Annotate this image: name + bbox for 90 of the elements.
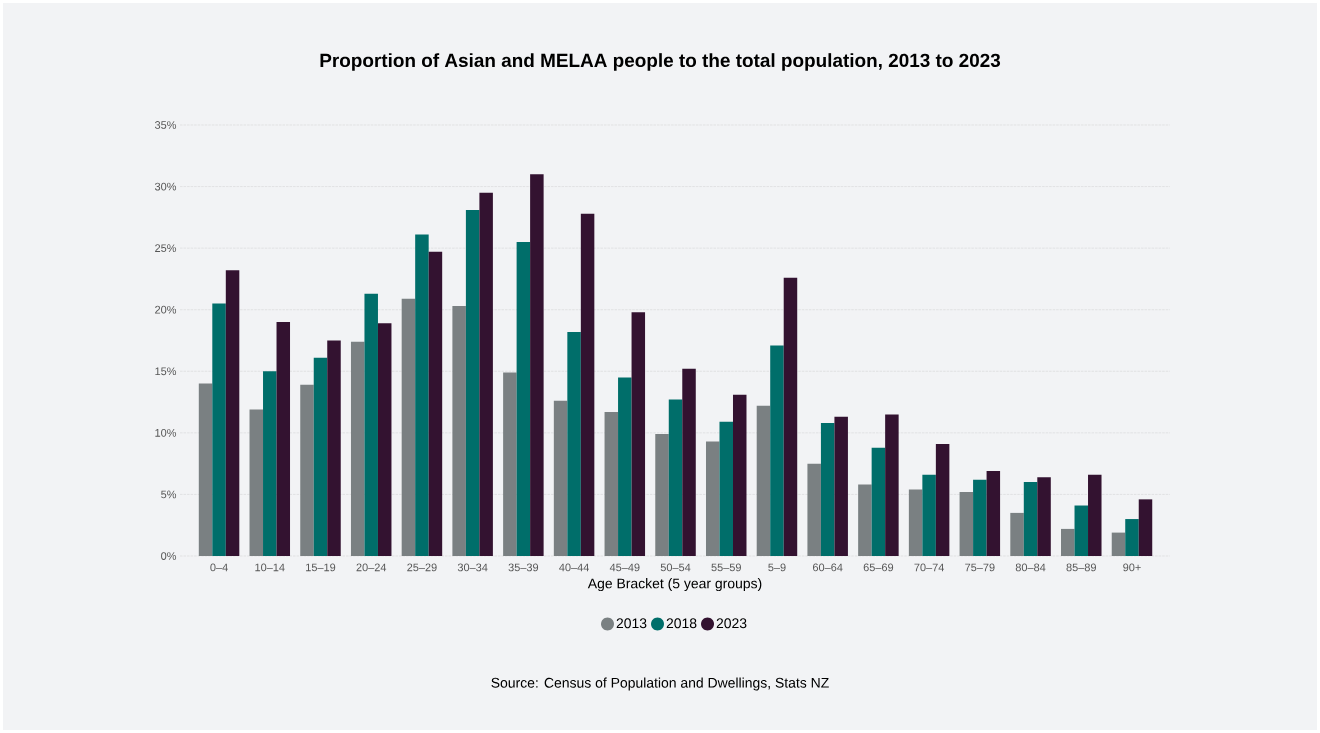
bar [1010, 512, 1024, 556]
x-tick-label: 75–79 [965, 563, 995, 572]
y-tick-label: 30% [154, 182, 177, 191]
bar [705, 441, 720, 556]
bar [1061, 528, 1075, 556]
x-tick-label: 45–49 [609, 563, 640, 572]
x-tick-label: 65–69 [863, 563, 894, 572]
bar [1088, 474, 1102, 556]
bar [428, 251, 443, 556]
legend-label: 2013 [616, 618, 647, 629]
x-tick-label: 5–9 [768, 563, 786, 572]
bar [415, 234, 429, 556]
x-tick-label: 20–24 [356, 563, 387, 572]
bar [553, 400, 568, 556]
bar [327, 340, 341, 556]
bar [604, 411, 619, 556]
x-tick-label: 90+ [1123, 563, 1141, 572]
source-note: Source: Census of Population and Dwellings, Stats NZ [491, 677, 829, 691]
x-tick-label: 60–64 [813, 563, 843, 572]
bar [350, 341, 365, 556]
bar [300, 384, 314, 556]
bar [1138, 499, 1153, 556]
bar [212, 303, 226, 556]
bar [313, 357, 328, 556]
x-tick-label: 80–84 [1015, 563, 1046, 572]
x-tick-label: 30–34 [457, 563, 488, 572]
bar [631, 312, 646, 556]
bar [908, 489, 923, 556]
x-tick-label: 35–39 [508, 563, 539, 572]
y-tick-label: 5% [161, 490, 177, 499]
y-tick-label: 10% [155, 428, 177, 437]
x-tick-label: 15–19 [306, 563, 336, 572]
bar [871, 447, 886, 556]
x-tick-label: 25–29 [407, 563, 437, 572]
bar [377, 323, 392, 556]
y-tick-label: 0% [161, 552, 177, 560]
y-tick-label: 35% [154, 121, 177, 129]
x-axis-title: Age Bracket (5 year groups) [587, 578, 762, 592]
bar [1037, 477, 1051, 556]
chart-title: Proportion of Asian and MELAA people to the total population, 2013 to 2023 [320, 53, 1001, 71]
bar [580, 213, 595, 556]
x-tick-label: 0–4 [210, 563, 228, 572]
bar [973, 479, 987, 556]
y-tick-label: 20% [155, 305, 177, 314]
bar [770, 345, 784, 556]
legend-label: 2018 [666, 618, 697, 629]
bar [732, 394, 747, 556]
bar [807, 463, 821, 556]
x-tick-label: 85–89 [1066, 563, 1096, 572]
x-tick-label: 10–14 [255, 563, 285, 572]
bar [249, 409, 264, 556]
bar [452, 306, 466, 556]
bar [1074, 505, 1089, 556]
bar [263, 371, 277, 556]
bar [1111, 532, 1126, 556]
x-tick-label: 40–44 [559, 563, 589, 572]
bar [986, 471, 1001, 556]
bar [503, 372, 517, 556]
bar [1125, 519, 1139, 556]
y-tick-label: 25% [155, 244, 177, 253]
bar [922, 474, 936, 556]
bar [655, 434, 669, 556]
bar [935, 443, 950, 556]
bar [756, 405, 771, 556]
bar [401, 298, 416, 556]
bar [618, 377, 632, 556]
x-tick-label: 55–59 [711, 563, 741, 572]
bar [364, 293, 378, 556]
bar [820, 423, 835, 556]
bar [682, 368, 696, 556]
bar [834, 416, 848, 556]
bar [198, 383, 213, 556]
x-tick-label: 50–54 [660, 563, 691, 572]
bar [516, 241, 531, 556]
x-tick-label: 70–74 [914, 563, 945, 572]
bar [885, 414, 899, 556]
bar [225, 270, 240, 556]
bar [719, 421, 733, 556]
bar [465, 209, 480, 556]
legend-label: 2023 [716, 618, 747, 629]
bar [783, 277, 798, 556]
bar [858, 484, 872, 556]
bar [567, 331, 581, 556]
bar [530, 174, 544, 556]
y-tick-label: 15% [155, 367, 177, 376]
bar [668, 399, 683, 556]
bar [276, 322, 291, 556]
bar [1023, 482, 1038, 556]
bar [959, 491, 974, 556]
bar [479, 192, 493, 556]
